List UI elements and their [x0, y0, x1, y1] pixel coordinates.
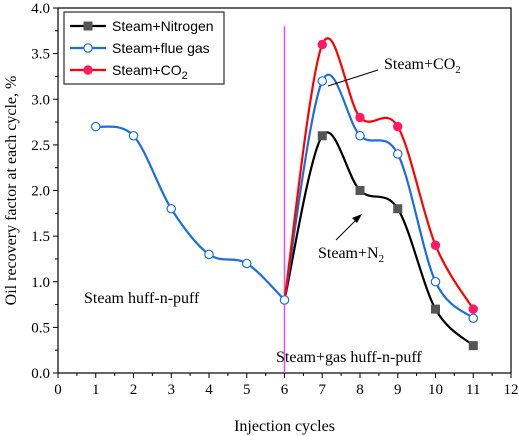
shared-point-x6	[279, 295, 290, 305]
x-tick-label: 8	[356, 382, 364, 398]
x-tick-label: 5	[243, 382, 251, 398]
x-axis-title: Injection cycles	[234, 418, 335, 435]
y-tick-label: 4.0	[31, 1, 50, 17]
phase2-label: Steam+gas huff-n-puff	[276, 349, 422, 366]
series-steam-nitrogen-point	[431, 304, 440, 314]
co2-callout-line	[327, 69, 379, 87]
phase1-point	[241, 258, 252, 269]
series-steam-flue-gas-point	[430, 276, 441, 287]
x-tick-label: 0	[54, 382, 62, 398]
legend-label-series-steam-co2: Steam+CO2	[112, 62, 188, 82]
annotations: Steam huff-n-puff Steam+gas huff-n-puff St…	[84, 56, 461, 366]
series-steam-nitrogen-point	[317, 131, 327, 141]
series-steam-nitrogen-point	[468, 341, 478, 351]
legend-label-series-steam-flue-gas: Steam+flue gas	[112, 40, 210, 56]
phase1-label: Steam huff-n-puff	[84, 290, 200, 307]
x-tick-label: 12	[504, 382, 519, 398]
x-tick-label: 1	[92, 382, 100, 398]
plot-area	[90, 26, 479, 373]
y-tick-label: 1.0	[31, 275, 50, 291]
legend-label-series-steam-nitrogen: Steam+Nitrogen	[112, 18, 214, 34]
y-tick-label: 0.0	[31, 366, 50, 382]
series-steam-nitrogen-line	[283, 131, 475, 347]
phase1-point	[204, 249, 214, 260]
legend-marker-series-steam-co2	[83, 65, 93, 75]
x-tick-label: 7	[319, 382, 327, 398]
x-tick-label: 3	[168, 382, 176, 398]
x-tick-label: 6	[281, 382, 289, 398]
series-steam-nitrogen-point	[393, 204, 403, 214]
legend-marker-series-steam-flue-gas	[83, 43, 93, 53]
y-tick-label: 3.5	[31, 47, 50, 63]
series-steam-co2-point	[317, 39, 327, 50]
series-steam-nitrogen-point	[355, 186, 365, 195]
n2-callout-label: Steam+N2	[318, 245, 384, 265]
series-steam-flue-gas-point	[392, 149, 403, 159]
series-steam-co2-point	[393, 121, 403, 132]
legend-marker-series-steam-nitrogen	[83, 21, 93, 31]
x-tick-label: 9	[394, 382, 402, 398]
series-steam-co2-point	[430, 240, 441, 250]
y-tick-label: 3.0	[31, 92, 50, 108]
phase1-point	[128, 130, 139, 141]
series-steam-co2-line	[283, 37, 475, 310]
series-steam-flue-gas-point	[355, 130, 365, 141]
series-steam-co2-point	[355, 112, 365, 123]
co2-callout-label: Steam+CO2	[384, 56, 461, 76]
x-tick-label: 11	[466, 382, 480, 398]
n2-callout-arrowhead	[352, 214, 362, 223]
axes: 0 1 2 3 4 5 6 7 8 9 10 11 120.00.51.01.52.02.53.03.5…	[3, 1, 519, 435]
series-steam-flue-gas-point	[468, 313, 479, 324]
y-tick-label: 2.0	[31, 184, 50, 200]
y-tick-label: 1.5	[31, 229, 50, 245]
series-steam-flue-gas-point	[317, 76, 328, 86]
x-tick-label: 4	[205, 382, 213, 398]
x-tick-label: 2	[130, 382, 138, 398]
y-axis-title: Oil recovery factor at each cycle, %	[3, 76, 20, 306]
phase1-point	[90, 121, 101, 132]
y-tick-label: 2.5	[31, 138, 50, 154]
legend: Steam+Nitrogen Steam+flue gas Steam+CO2	[63, 11, 225, 85]
y-tick-label: 0.5	[31, 320, 50, 336]
phase1-point	[166, 203, 177, 214]
series-steam-co2-point	[468, 304, 478, 314]
x-tick-label: 10	[428, 382, 443, 398]
phase1-line	[95, 125, 286, 301]
